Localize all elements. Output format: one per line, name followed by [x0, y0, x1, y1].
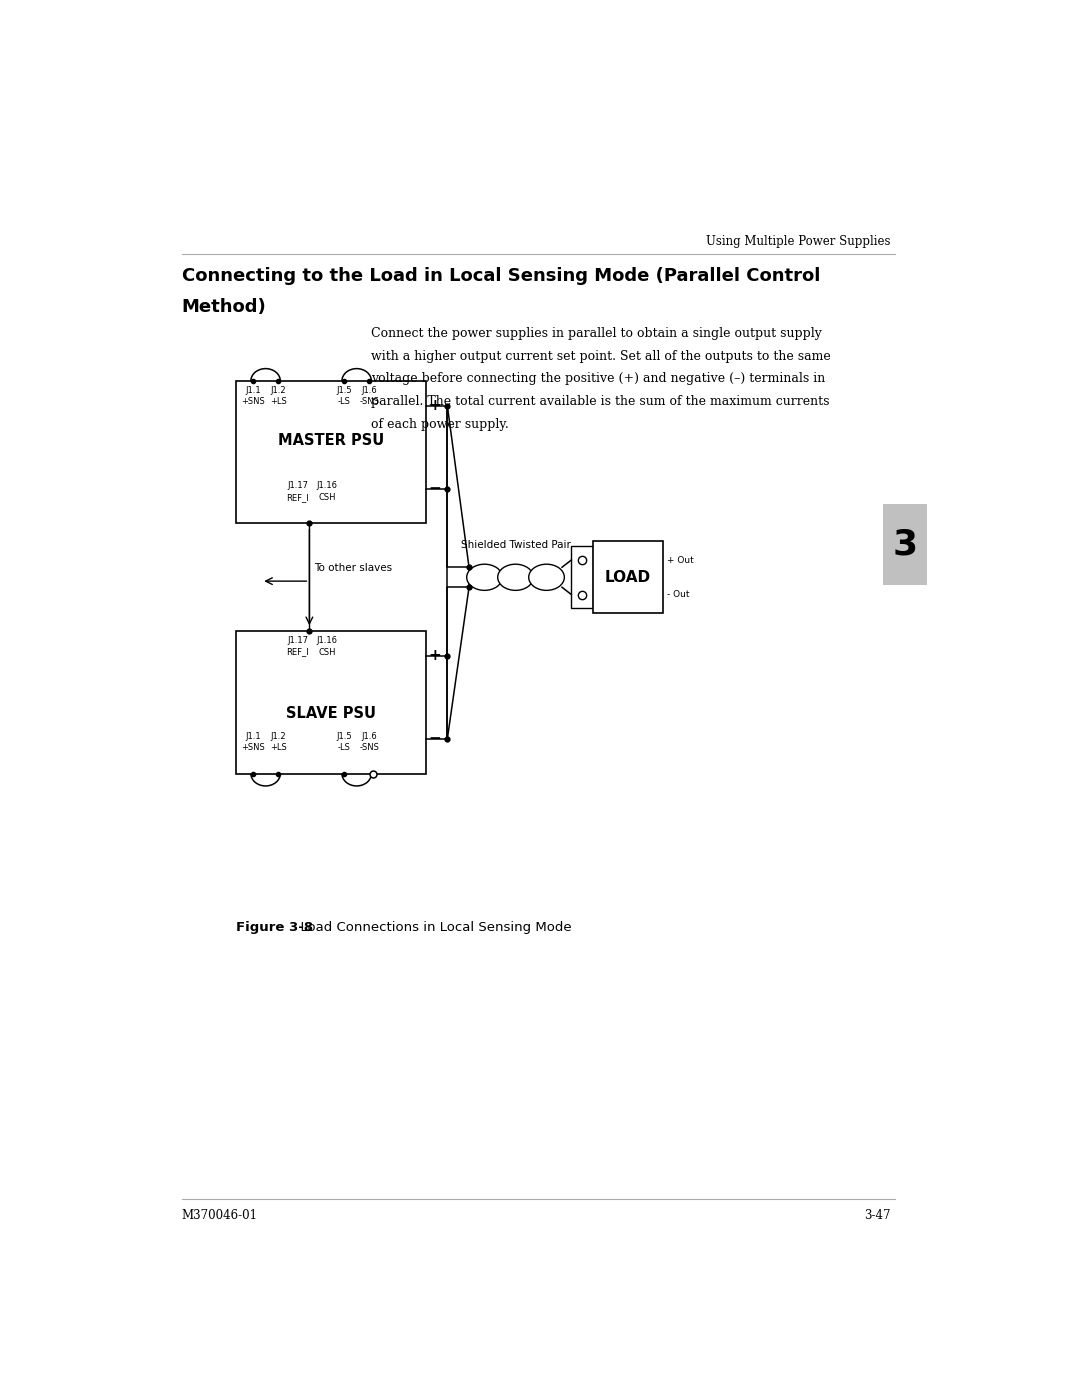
Text: CSH: CSH	[319, 648, 336, 657]
Text: J1.17: J1.17	[287, 482, 308, 490]
Text: Load Connections in Local Sensing Mode: Load Connections in Local Sensing Mode	[292, 922, 571, 935]
Text: J1.5: J1.5	[337, 386, 352, 395]
Text: of each power supply.: of each power supply.	[372, 418, 509, 430]
Text: J1.6: J1.6	[361, 732, 377, 740]
Ellipse shape	[498, 564, 534, 591]
Bar	[571, 546, 593, 608]
Text: Figure 3-8: Figure 3-8	[235, 922, 313, 935]
Text: J1.6: J1.6	[361, 386, 377, 395]
Text: parallel. The total current available is the sum of the maximum currents: parallel. The total current available is…	[372, 395, 829, 408]
Text: +SNS: +SNS	[241, 743, 265, 752]
Text: -SNS: -SNS	[360, 743, 379, 752]
Text: +LS: +LS	[270, 397, 287, 407]
Text: Using Multiple Power Supplies: Using Multiple Power Supplies	[706, 236, 891, 249]
Text: To other slaves: To other slaves	[314, 563, 392, 573]
Text: J1.16: J1.16	[316, 636, 338, 645]
Text: + Out: + Out	[667, 556, 694, 564]
Text: Connecting to the Load in Local Sensing Mode (Parallel Control: Connecting to the Load in Local Sensing …	[181, 267, 820, 285]
Bar	[593, 541, 663, 613]
Bar	[235, 631, 426, 774]
Ellipse shape	[467, 564, 502, 591]
Text: +: +	[429, 398, 442, 414]
Text: Connect the power supplies in parallel to obtain a single output supply: Connect the power supplies in parallel t…	[372, 327, 822, 339]
Text: −: −	[429, 732, 442, 746]
Text: −: −	[429, 481, 442, 496]
Text: +: +	[429, 648, 442, 664]
Text: MASTER PSU: MASTER PSU	[278, 433, 383, 448]
Text: M370046-01: M370046-01	[181, 1208, 257, 1222]
Text: J1.5: J1.5	[337, 732, 352, 740]
Ellipse shape	[529, 564, 565, 591]
Text: CSH: CSH	[319, 493, 336, 502]
Text: J1.1: J1.1	[245, 386, 260, 395]
Text: +SNS: +SNS	[241, 397, 265, 407]
Text: -SNS: -SNS	[360, 397, 379, 407]
Text: LOAD: LOAD	[605, 570, 651, 585]
Text: J1.16: J1.16	[316, 482, 338, 490]
Text: J1.1: J1.1	[245, 732, 260, 740]
Text: J1.17: J1.17	[287, 636, 308, 645]
Text: REF_I: REF_I	[286, 493, 309, 502]
Bar	[235, 381, 426, 524]
Text: +LS: +LS	[270, 743, 287, 752]
Text: J1.2: J1.2	[271, 386, 286, 395]
Bar	[882, 504, 927, 585]
Text: voltage before connecting the positive (+) and negative (–) terminals in: voltage before connecting the positive (…	[372, 373, 825, 386]
Text: - Out: - Out	[667, 590, 690, 599]
Text: 3-47: 3-47	[864, 1208, 891, 1222]
Text: -LS: -LS	[338, 397, 351, 407]
Text: with a higher output current set point. Set all of the outputs to the same: with a higher output current set point. …	[372, 349, 832, 363]
Text: -LS: -LS	[338, 743, 351, 752]
Text: J1.2: J1.2	[271, 732, 286, 740]
Text: SLAVE PSU: SLAVE PSU	[286, 707, 376, 721]
Text: Method): Method)	[181, 298, 267, 316]
Text: 3: 3	[892, 527, 918, 562]
Text: Shielded Twisted Pair: Shielded Twisted Pair	[460, 541, 570, 550]
Text: REF_I: REF_I	[286, 648, 309, 657]
